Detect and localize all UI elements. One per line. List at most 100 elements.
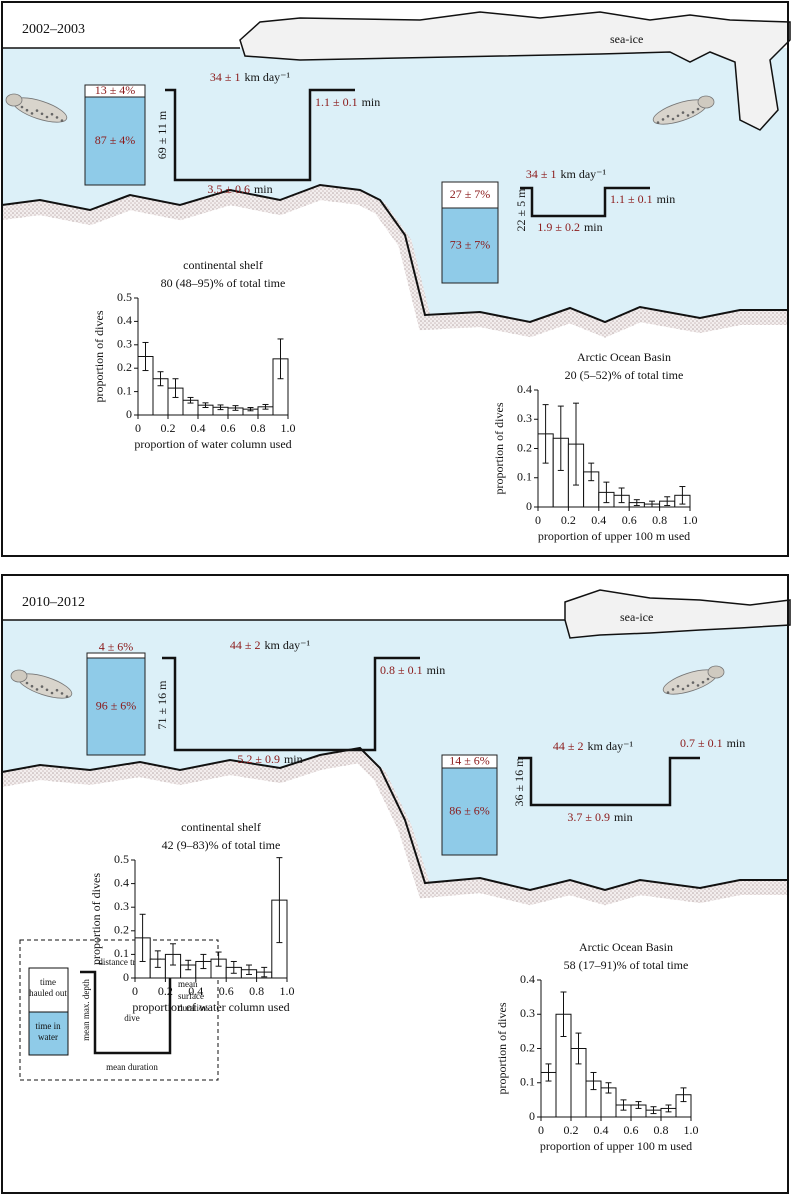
- y-tick-label: 0.5: [114, 852, 129, 866]
- surface-label: 0.8 ± 0.1 min: [380, 663, 445, 677]
- distance-label: 44 ± 2 km day⁻¹: [230, 638, 311, 652]
- duration-label: 5.2 ± 0.9 min: [237, 752, 302, 766]
- text-part: 2010–2012: [22, 595, 85, 610]
- chart-title: 42 (9–83)% of total time: [162, 838, 281, 852]
- distance-label: 34 ± 1 km day⁻¹: [526, 167, 607, 181]
- x-tick-label: 0: [135, 421, 141, 435]
- text-part: sea-ice: [620, 610, 653, 624]
- text-part: km day⁻¹: [265, 638, 311, 652]
- histogram: continental shelf 42 (9–83)% of total tim…: [89, 820, 295, 1014]
- y-tick-label: 0.1: [517, 470, 532, 484]
- legend-text: dive: [124, 1013, 140, 1023]
- legend-text: mean max. depth: [81, 979, 91, 1041]
- sea-ice: [564, 589, 791, 639]
- text-part: sea-ice: [610, 32, 643, 46]
- seal-spot: [671, 117, 675, 121]
- x-tick-label: 1.0: [280, 984, 295, 998]
- in-water-bar: [441, 207, 499, 284]
- text-part: 34 ± 1: [526, 167, 557, 181]
- text-part: min: [284, 752, 303, 766]
- text-part: time: [40, 977, 56, 987]
- histogram: continental shelf 80 (48–95)% of total ti…: [92, 258, 296, 451]
- in-water-label: 96 ± 6%: [96, 698, 137, 712]
- seal-icon: [10, 669, 73, 699]
- y-tick-label: 0.1: [117, 383, 132, 397]
- text-part: min: [614, 810, 633, 824]
- seal-spot: [35, 688, 39, 691]
- legend-text: distance travelled: [98, 957, 162, 967]
- water: [2, 48, 788, 322]
- haul-out-label: 13 ± 4%: [95, 83, 136, 97]
- seal-spot: [55, 688, 59, 692]
- legend-text: water: [38, 1032, 58, 1042]
- seal-spot: [35, 109, 39, 112]
- text-part: 1.9 ± 0.2: [537, 220, 580, 234]
- in-water-label: 86 ± 6%: [449, 803, 490, 817]
- dive-profile: [162, 656, 420, 752]
- x-tick-label: 0.6: [219, 984, 234, 998]
- seal-spot: [50, 691, 54, 695]
- text-part: surface: [178, 991, 204, 1001]
- y-tick-label: 0: [123, 970, 129, 984]
- panel-border: [1, 1, 789, 557]
- seal-spot: [691, 681, 695, 684]
- seal-spot: [30, 112, 34, 115]
- text-part: mean max. depth: [81, 979, 91, 1041]
- text-part: 36 ± 16 m: [512, 757, 526, 807]
- duration-label: 1.9 ± 0.2 min: [537, 220, 602, 234]
- chart-title: Arctic Ocean Basin: [577, 350, 671, 364]
- x-axis-label: proportion of upper 100 m used: [538, 529, 690, 543]
- text-part: 0.7 ± 0.1: [680, 736, 723, 750]
- seal-spot: [30, 684, 34, 688]
- x-axis-label: proportion of upper 100 m used: [540, 1139, 692, 1153]
- text-part: 0.8 ± 0.1: [380, 663, 423, 677]
- x-tick-label: 0.2: [561, 513, 576, 527]
- text-part: 4 ± 6%: [99, 639, 134, 653]
- y-tick-label: 0.3: [520, 1006, 535, 1020]
- x-tick-label: 0.8: [652, 513, 667, 527]
- x-tick-label: 1.0: [684, 1123, 699, 1137]
- haul-out-label: 14 ± 6%: [449, 753, 490, 767]
- in-water-bar: [441, 767, 498, 856]
- period-label: 2010–2012: [22, 595, 85, 610]
- legend-text: mean: [178, 979, 198, 989]
- seal-spot: [676, 114, 680, 118]
- text-part: 3.7 ± 0.9: [567, 810, 610, 824]
- in-water-label: 73 ± 7%: [450, 237, 491, 251]
- text-part: 22 ± 5 m: [514, 188, 528, 232]
- x-tick-label: 0.8: [251, 421, 266, 435]
- seabed-sediment: [1, 185, 788, 338]
- y-tick-label: 0: [526, 499, 532, 513]
- x-tick-label: 0.4: [191, 421, 206, 435]
- surface-label: 1.1 ± 0.1 min: [610, 192, 675, 206]
- sea-ice-label: sea-ice: [620, 610, 653, 624]
- y-tick-label: 0.3: [117, 337, 132, 351]
- dive-profile: [518, 756, 700, 807]
- x-tick-label: 0: [535, 513, 541, 527]
- seal-spot: [60, 692, 64, 695]
- seal-spot: [706, 677, 710, 681]
- y-tick-label: 0.1: [520, 1075, 535, 1089]
- text-part: 5.2 ± 0.9: [237, 752, 280, 766]
- legend-text: time: [40, 977, 56, 987]
- histogram: Arctic Ocean Basin 58 (17–91)% of total t…: [495, 940, 699, 1153]
- distance-label: 34 ± 1 km day⁻¹: [210, 70, 291, 84]
- x-tick-label: 0.2: [158, 984, 173, 998]
- y-axis-label: proportion of dives: [495, 1002, 509, 1094]
- y-tick-label: 0.3: [114, 899, 129, 913]
- seal-head: [707, 665, 725, 679]
- seal-spot: [40, 685, 44, 688]
- x-tick-label: 0: [132, 984, 138, 998]
- text-part: 69 ± 11 m: [155, 110, 169, 159]
- y-tick-label: 0.4: [517, 382, 532, 396]
- text-part: water: [38, 1032, 58, 1042]
- x-tick-label: 1.0: [683, 513, 698, 527]
- text-part: km day⁻¹: [588, 739, 634, 753]
- seal-spot: [696, 107, 700, 111]
- seal-spot: [666, 691, 670, 694]
- haul-out-label: 27 ± 7%: [450, 187, 491, 201]
- depth-label: 69 ± 11 m: [155, 110, 169, 159]
- seal-icon: [5, 93, 68, 123]
- text-part: 2002–2003: [22, 22, 85, 37]
- depth-label: 36 ± 16 m: [512, 757, 526, 807]
